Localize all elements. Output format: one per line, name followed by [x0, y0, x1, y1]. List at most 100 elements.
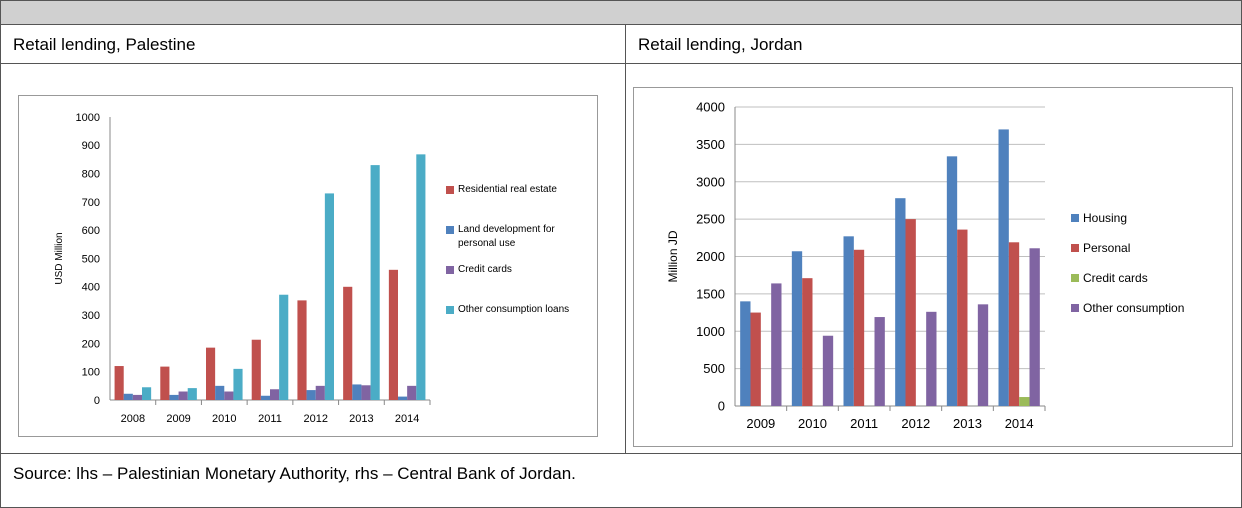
bar: [740, 301, 751, 406]
x-tick-label: 2012: [303, 413, 327, 425]
y-tick-label: 700: [82, 197, 100, 209]
y-tick-label: 2000: [696, 249, 725, 264]
y-tick-label: 900: [82, 140, 100, 152]
x-tick-label: 2011: [258, 413, 282, 425]
y-tick-label: 1000: [696, 324, 725, 339]
legend-swatch: [446, 226, 454, 234]
y-tick-label: 2500: [696, 212, 725, 227]
bar: [224, 391, 234, 400]
bar: [206, 347, 216, 400]
bar: [114, 366, 124, 400]
cell-label: Retail lending, Palestine: [0, 24, 626, 64]
bar: [407, 385, 417, 400]
x-tick-label: 2010: [798, 416, 827, 431]
bar: [233, 368, 243, 400]
bar: [1008, 242, 1020, 406]
x-tick-label: 2009: [166, 413, 190, 425]
bar: [123, 393, 133, 400]
y-tick-label: 800: [82, 168, 100, 180]
x-tick-label: 2013: [349, 413, 373, 425]
bar: [324, 193, 334, 400]
x-tick-label: 2008: [121, 413, 145, 425]
cell-label: Retail lending, Jordan: [625, 24, 1242, 64]
x-tick-label: 2012: [901, 416, 930, 431]
bar: [895, 198, 906, 406]
bar: [370, 165, 380, 400]
legend-item: Residential real estate: [446, 183, 586, 223]
bar: [251, 339, 261, 400]
bar: [905, 219, 916, 406]
legend: Residential real estate Land development …: [446, 183, 586, 343]
y-tick-label: 0: [718, 399, 725, 414]
bar: [142, 387, 152, 400]
bar: [946, 156, 958, 406]
legend-item: Credit cards: [446, 263, 586, 303]
x-tick-label: 2013: [953, 416, 982, 431]
legend-item: Other consumption loans: [446, 303, 586, 343]
legend-swatch: [1071, 214, 1079, 222]
y-tick-label: 500: [703, 361, 725, 376]
legend-item: Land development for personal use: [446, 223, 586, 263]
bar: [178, 391, 188, 400]
bar: [160, 366, 170, 400]
bar: [169, 394, 179, 400]
bar: [306, 390, 316, 400]
bar: [998, 129, 1009, 407]
legend-item: Personal: [1071, 241, 1231, 271]
y-tick-label: 0: [94, 395, 100, 407]
legend-label: Residential real estate: [458, 184, 557, 195]
bar: [802, 278, 813, 406]
y-tick-label: 200: [82, 338, 100, 350]
y-axis-label: USD Million: [54, 232, 65, 284]
bar: [771, 283, 782, 406]
bar: [1029, 248, 1040, 406]
bar: [853, 249, 865, 406]
legend-swatch: [1071, 304, 1079, 312]
source-note: Source: lhs – Palestinian Monetary Autho…: [0, 453, 1242, 508]
y-tick-label: 300: [82, 310, 100, 322]
bar: [297, 300, 307, 400]
bar: [926, 311, 937, 406]
legend-swatch: [446, 186, 454, 194]
y-tick-label: 4000: [696, 100, 725, 115]
legend-box: Residential real estate Land development …: [446, 183, 586, 343]
bar: [352, 384, 362, 400]
y-tick-label: 400: [82, 282, 100, 294]
legend-item: Housing: [1071, 211, 1231, 241]
bar: [215, 385, 225, 400]
legend-swatch: [446, 266, 454, 274]
legend: Housing Personal Credit cards Other consump…: [1071, 211, 1231, 315]
y-tick-label: 1500: [696, 286, 725, 301]
legend-label: Credit cards: [458, 264, 512, 275]
chart: 0 500 1000 1500 2000 2500 3000 3500 4000 Million …: [633, 87, 1233, 447]
bar: [270, 389, 280, 400]
chart: 0 100 200 300 400 500 600 700 800 900 1000 USD Mill…: [18, 95, 598, 437]
x-tick-label: 2014: [1005, 416, 1034, 431]
bar: [977, 304, 989, 406]
bar: [957, 229, 968, 406]
bar: [822, 335, 834, 406]
y-axis-label: Million JD: [666, 230, 680, 282]
bar: [843, 236, 854, 406]
bar: [416, 154, 426, 400]
x-tick-label: 2014: [395, 413, 419, 425]
y-tick-label: 600: [82, 225, 100, 237]
bar: [1019, 397, 1030, 406]
legend-label: Housing: [1083, 211, 1128, 225]
bar: [361, 385, 371, 400]
legend-swatch: [1071, 274, 1079, 282]
legend-label: Land development for personal use: [458, 224, 555, 249]
y-tick-label: 3000: [696, 174, 725, 189]
bar: [279, 294, 289, 400]
legend-swatch: [1071, 244, 1079, 252]
bar: [388, 269, 398, 400]
bar: [187, 388, 197, 400]
y-tick-label: 100: [82, 367, 100, 379]
bar: [343, 286, 353, 400]
legend-item: Credit cards: [1071, 271, 1231, 301]
legend-label: Personal: [1083, 241, 1131, 255]
legend-label: Other consumption loans: [458, 304, 570, 315]
x-tick-label: 2011: [850, 416, 878, 431]
bar: [398, 396, 408, 400]
